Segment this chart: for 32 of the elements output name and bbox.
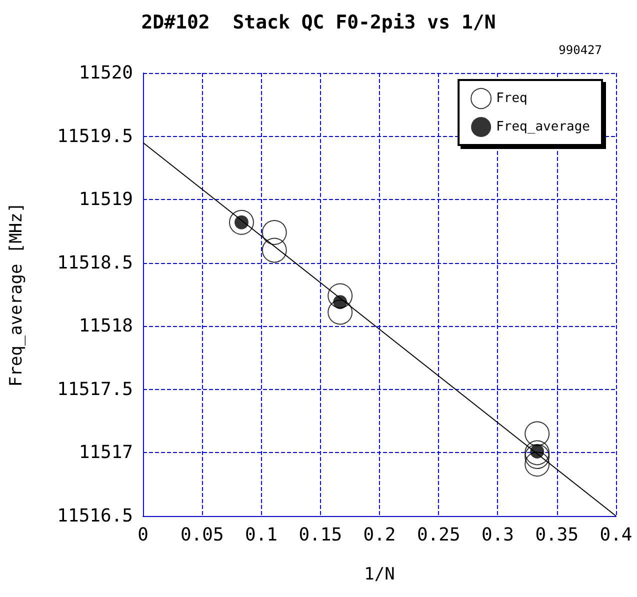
y-tick-label: 11518.5 (57, 252, 133, 274)
y-tick-label: 11520 (78, 62, 133, 84)
x-tick-label: 0.4 (600, 524, 632, 546)
x-tick-label: 0.15 (298, 524, 342, 546)
point (524, 444, 550, 470)
point (262, 238, 287, 263)
x-tick-label: 0.2 (363, 524, 396, 546)
y-tick-label: 11517 (78, 442, 133, 464)
text: 990427 (558, 43, 602, 57)
y-tick-label: 11518 (78, 316, 133, 337)
x-tick-label: 0.35 (535, 524, 579, 546)
point (524, 421, 550, 446)
x-tick-label: 0.25 (416, 524, 460, 546)
x-axis-title: 1/N (364, 564, 395, 584)
point (229, 210, 254, 235)
x-tick-label: 0.1 (244, 524, 278, 546)
point (524, 452, 550, 477)
legend-label: Freq (496, 91, 528, 106)
x-tick-label: 0 (138, 524, 148, 546)
y-tick-label: 11519 (78, 189, 133, 210)
y-tick-label: 11517.5 (57, 378, 133, 400)
point (328, 300, 353, 325)
y-tick-label: 11516.5 (57, 506, 133, 526)
y-axis-title: Freq_average [MHz] (6, 202, 26, 387)
x-tick-label: 0.3 (481, 524, 514, 546)
point (524, 440, 550, 466)
legend-label: Freq_average (496, 120, 590, 134)
x-tick-label: 0.05 (180, 524, 224, 546)
chart-title: 2D#102 Stack QC F0-2pi3 vs 1/N (141, 12, 496, 34)
point (328, 283, 353, 308)
point (262, 220, 287, 245)
y-tick-label: 11519.5 (57, 126, 133, 147)
